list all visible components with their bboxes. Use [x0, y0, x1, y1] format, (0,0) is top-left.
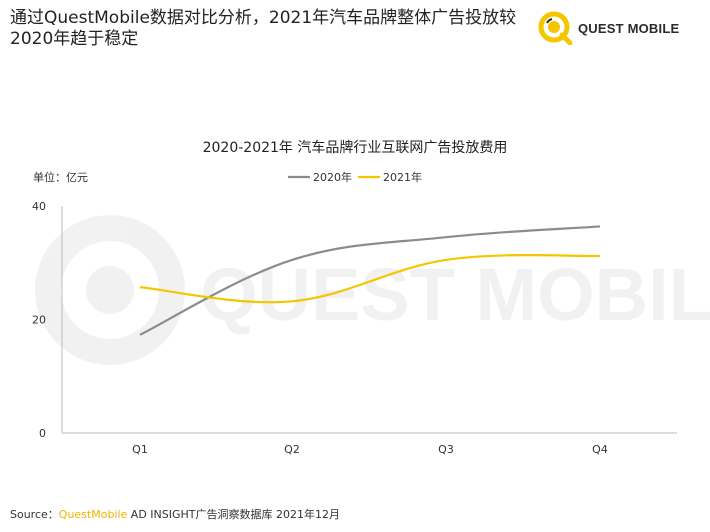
quest-mobile-logo-icon	[538, 11, 572, 45]
source-highlight: QuestMobile	[58, 508, 128, 521]
y-tick-label: 20	[32, 314, 46, 327]
chart-legend: 2020年 2021年	[288, 170, 422, 184]
legend-label: 2021年	[383, 170, 422, 184]
y-tick-label: 0	[39, 427, 46, 440]
y-tick-label: 40	[32, 200, 46, 213]
x-tick-label: Q2	[284, 443, 300, 456]
y-unit-label: 单位：亿元	[33, 170, 88, 184]
x-tick-label: Q4	[592, 443, 608, 456]
brand-logo: QUEST MOBILE	[538, 11, 679, 45]
watermark-text: QUEST MOBILE	[200, 253, 710, 336]
page-headline: 通过QuestMobile数据对比分析，2021年汽车品牌整体广告投放较2020…	[10, 8, 517, 49]
line-chart: QUEST MOBILE 2020-2021年 汽车品牌行业互联网广告投放费用 …	[32, 139, 710, 456]
source-prefix: Source：	[10, 508, 59, 521]
x-tick-label: Q3	[438, 443, 454, 456]
legend-label: 2020年	[313, 170, 352, 184]
source-note: Source：QuestMobile AD INSIGHT广告洞察数据库 202…	[10, 506, 340, 522]
watermark: QUEST MOBILE	[35, 215, 710, 365]
brand-name: QUEST MOBILE	[578, 20, 680, 36]
series-line-1	[139, 254, 601, 304]
x-tick-label: Q1	[132, 443, 148, 456]
source-rest: AD INSIGHT广告洞察数据库 2021年12月	[127, 508, 341, 521]
chart-title: 2020-2021年 汽车品牌行业互联网广告投放费用	[203, 139, 508, 156]
watermark-logo-icon	[35, 215, 185, 365]
series-line-0	[139, 225, 601, 336]
